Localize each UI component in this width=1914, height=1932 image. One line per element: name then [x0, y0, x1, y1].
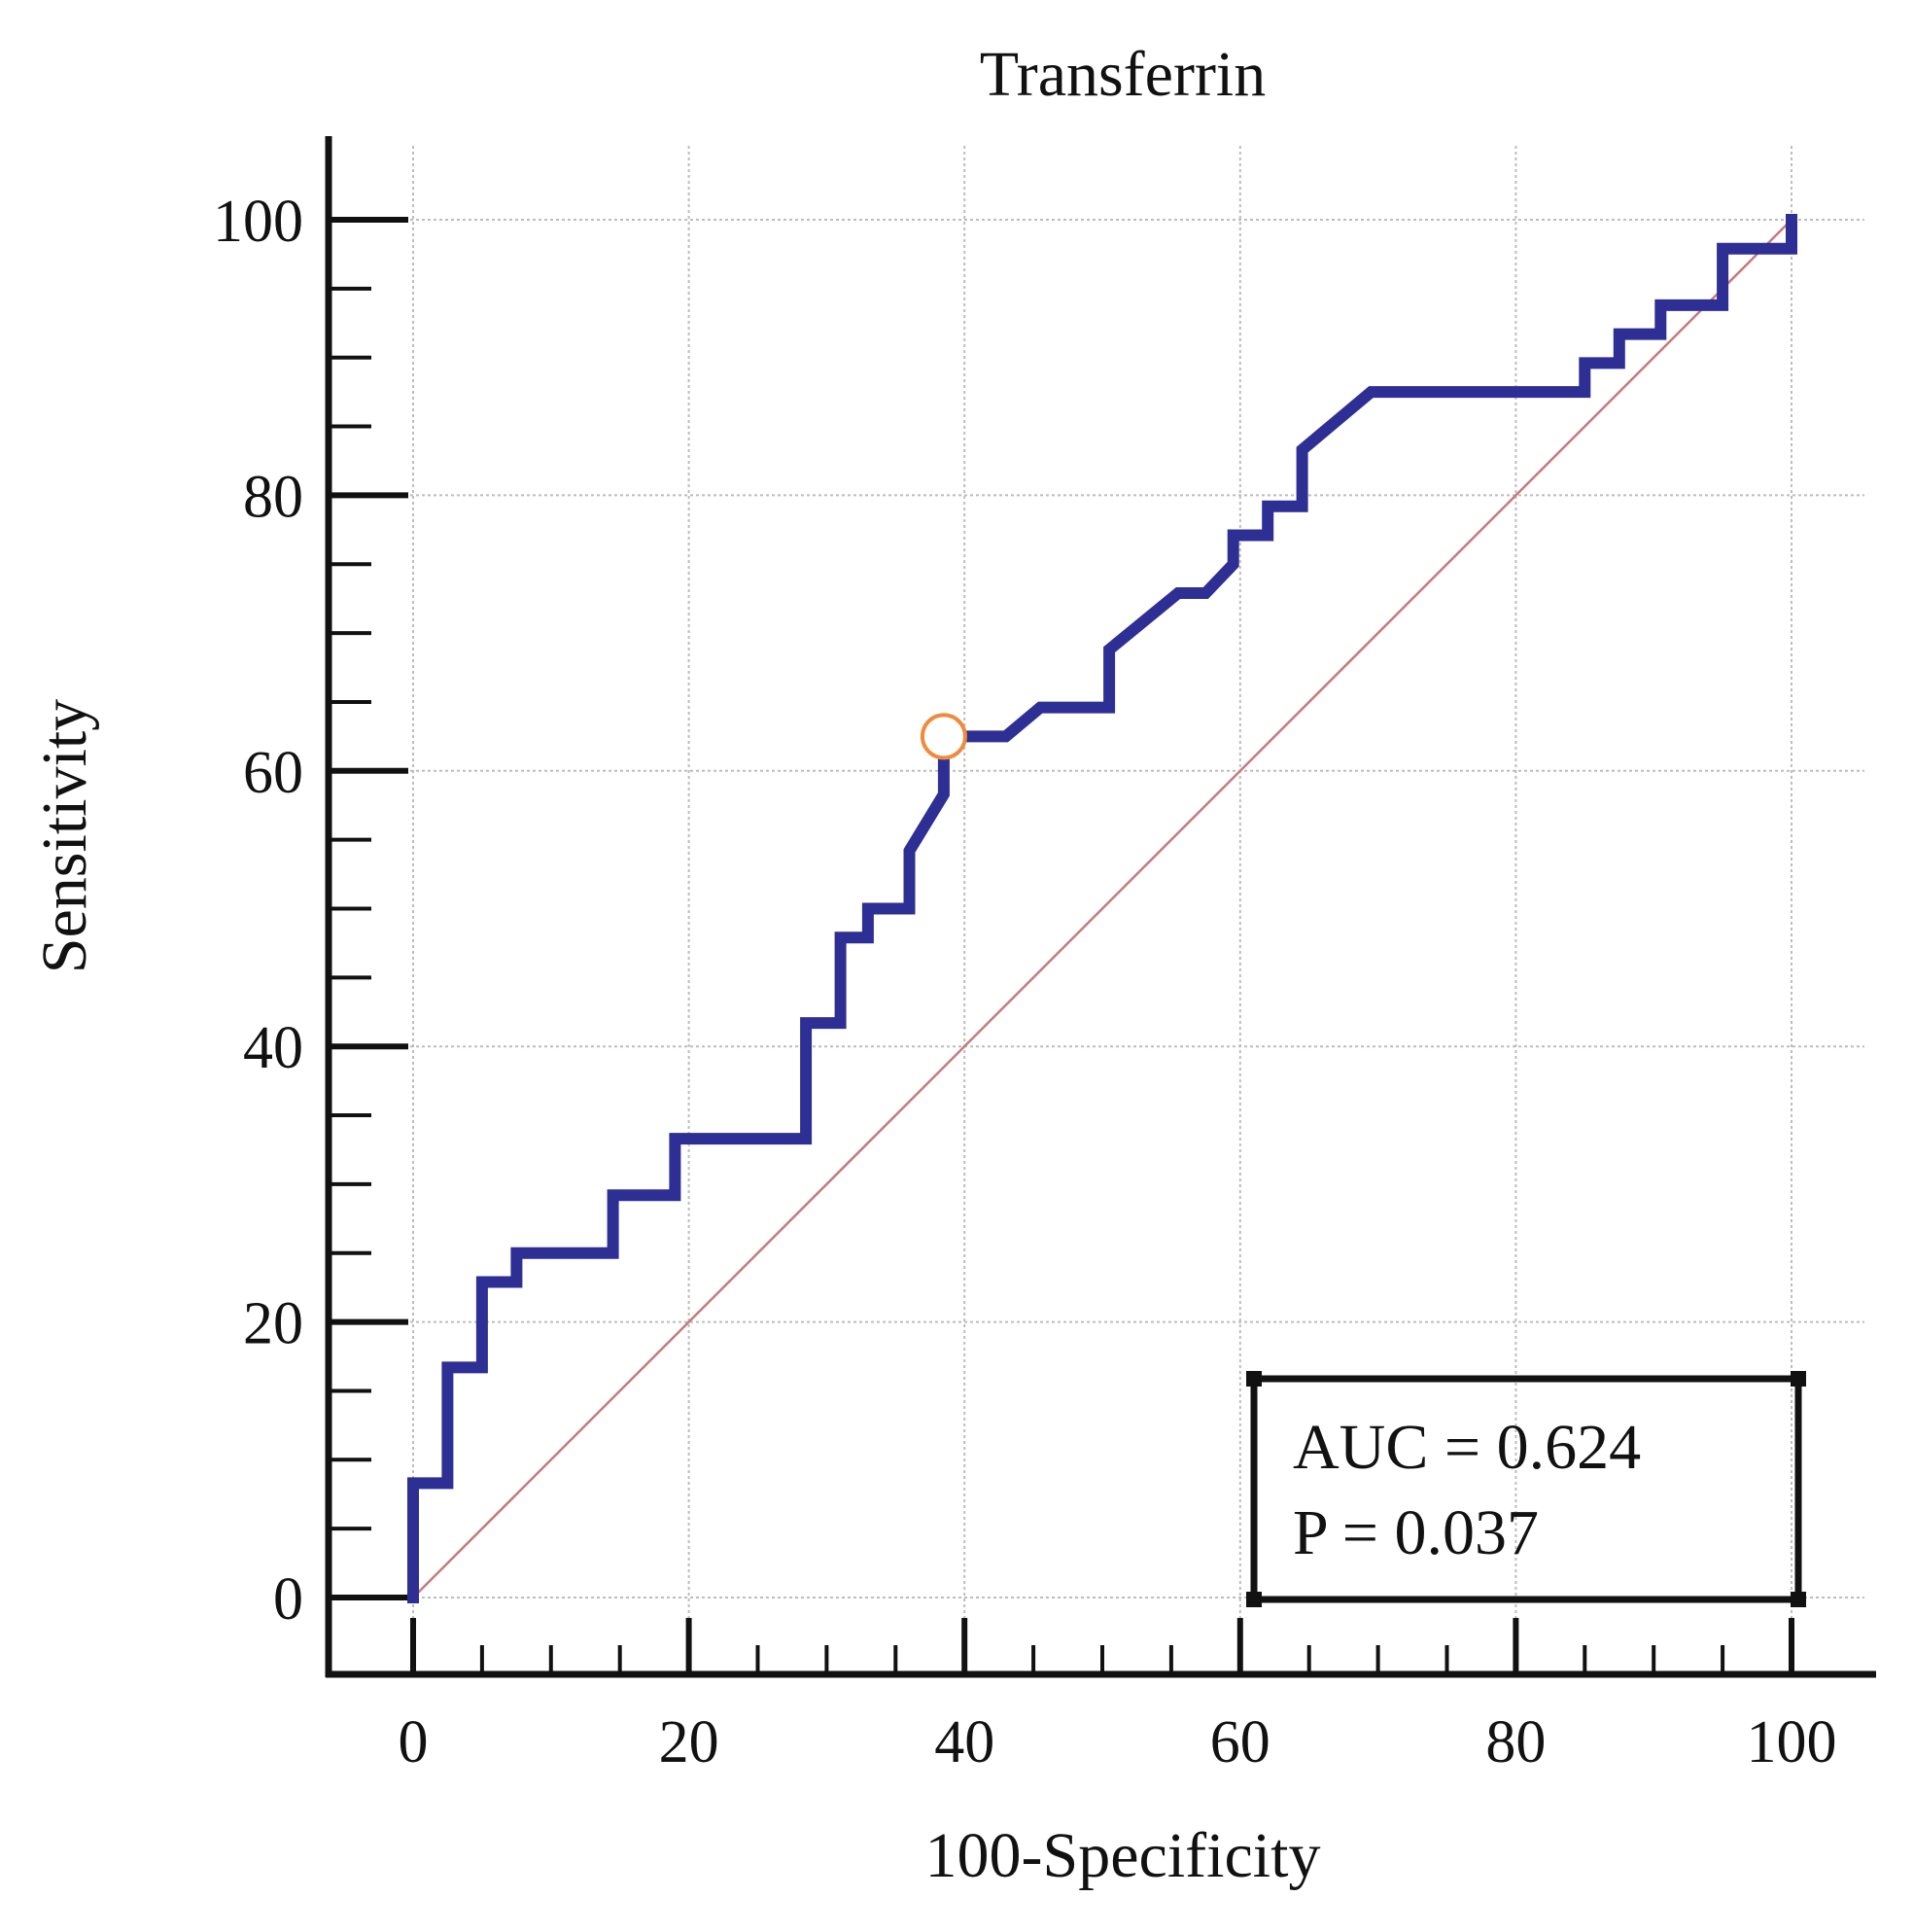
x-tick-label: 60 [1210, 1709, 1270, 1775]
annotation-corner-marker [1246, 1371, 1262, 1387]
x-tick-label: 100 [1747, 1709, 1837, 1775]
annotation-box-frame [1250, 1375, 1802, 1603]
y-tick-label: 100 [213, 189, 303, 255]
ticks: 0 20 40 60 80 100 0 20 40 60 80 100 [213, 189, 1837, 1775]
reference-line-layer [412, 219, 1792, 1598]
y-tick-label: 0 [273, 1566, 303, 1633]
y-tick-label: 80 [243, 464, 303, 530]
y-tick-label: 60 [243, 740, 303, 806]
optimal-cutoff-point [920, 713, 967, 760]
y-tick-label: 40 [243, 1015, 303, 1081]
x-tick-label: 0 [399, 1709, 429, 1775]
chart-title: Transferrin [980, 39, 1267, 110]
annotation-corner-marker [1246, 1592, 1262, 1607]
annotation-corner-marker [1791, 1371, 1806, 1387]
x-tick-label: 20 [659, 1709, 719, 1775]
roc-curve-layer [407, 214, 1797, 1603]
roc-curve [407, 214, 1797, 1603]
p-value-label: P = 0.037 [1293, 1497, 1539, 1568]
y-tick-label: 20 [243, 1291, 303, 1357]
x-tick-label: 80 [1485, 1709, 1546, 1775]
y-axis-label: Sensitivity [29, 699, 100, 973]
x-tick-label: 40 [934, 1709, 994, 1775]
x-axis-label: 100-Specificity [925, 1820, 1321, 1891]
reference-line [412, 219, 1792, 1598]
annotation-corner-marker [1791, 1592, 1806, 1607]
auc-label: AUC = 0.624 [1293, 1412, 1641, 1483]
annotation-box: AUC = 0.624 P = 0.037 [1246, 1371, 1806, 1607]
